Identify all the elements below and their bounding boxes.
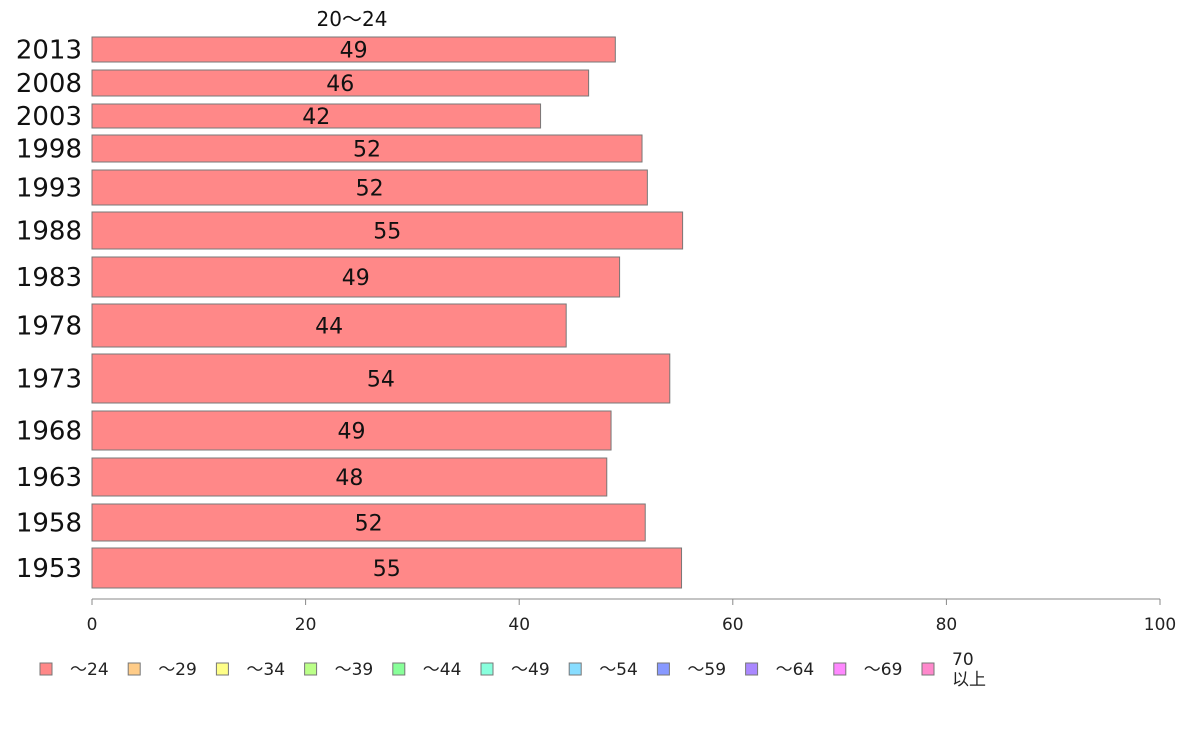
- bar-1988: [91, 211, 684, 250]
- legend-label-9: ～69: [864, 660, 903, 680]
- legend-label-8: ～64: [776, 660, 815, 680]
- bar-value-label-1983: 49: [342, 266, 370, 291]
- bar-2008: [91, 69, 590, 97]
- bars-group: 2013 49 2008 46 2003 42 1998 52 1993 52 1988 55 1983…: [16, 36, 684, 589]
- year-label-1978: 1978: [16, 312, 82, 342]
- legend-label-5: ～49: [511, 660, 550, 680]
- bar-value-label-2003: 42: [302, 105, 330, 130]
- bar-1973: [91, 353, 671, 404]
- legend-swatch-9: [833, 662, 847, 676]
- legend-swatch-1: [127, 662, 141, 676]
- year-label-1973: 1973: [16, 365, 82, 395]
- year-label-1993: 1993: [16, 174, 82, 204]
- legend-swatch-10: [921, 662, 935, 676]
- bar-value-label-2013: 49: [340, 39, 368, 64]
- bar-1993: [91, 169, 648, 206]
- legend-label-4: ～44: [423, 660, 462, 680]
- year-label-1983: 1983: [16, 263, 82, 293]
- x-tick-label-0: 0: [87, 615, 98, 635]
- x-tick-label-40: 40: [508, 615, 530, 635]
- chart-title: 20～24: [317, 7, 388, 31]
- legend-swatch-0: [39, 662, 53, 676]
- bar-1953: [91, 547, 683, 589]
- year-label-1968: 1968: [16, 417, 82, 447]
- bar-1998: [91, 134, 643, 163]
- bar-value-label-1988: 55: [373, 220, 401, 245]
- x-axis: 0 20 40 60 80 100: [87, 598, 1176, 635]
- x-tick-label-100: 100: [1144, 615, 1176, 635]
- year-label-1998: 1998: [16, 135, 82, 165]
- legend-label-2: ～34: [246, 660, 285, 680]
- legend-label-10-1: 以上: [952, 670, 986, 690]
- bar-value-label-1968: 49: [338, 420, 366, 445]
- bar-1968: [91, 410, 612, 451]
- bar-1958: [91, 503, 646, 542]
- bar-value-label-1953: 55: [373, 557, 401, 582]
- legend-swatch-6: [568, 662, 582, 676]
- legend-label-3: ～39: [335, 660, 374, 680]
- bar-1963: [91, 457, 608, 497]
- year-label-1953: 1953: [16, 554, 82, 584]
- bar-value-label-1963: 48: [335, 466, 363, 491]
- legend-swatch-5: [480, 662, 494, 676]
- legend-label-6: ～54: [599, 660, 638, 680]
- bar-value-label-1958: 52: [355, 512, 383, 537]
- legend-swatch-2: [215, 662, 229, 676]
- legend-swatch-7: [656, 662, 670, 676]
- legend-label-0: ～24: [70, 660, 109, 680]
- bar-2013: [91, 36, 616, 63]
- x-tick-label-20: 20: [295, 615, 317, 635]
- bar-1978: [91, 303, 567, 348]
- legend-swatch-3: [304, 662, 318, 676]
- bar-value-label-2008: 46: [326, 72, 354, 97]
- year-label-2008: 2008: [16, 69, 82, 99]
- year-label-1988: 1988: [16, 217, 82, 247]
- bar-value-label-1973: 54: [367, 368, 395, 393]
- legend-label-1: ～29: [158, 660, 197, 680]
- bar-value-label-1993: 52: [356, 177, 384, 202]
- x-tick-label-60: 60: [722, 615, 744, 635]
- year-label-1963: 1963: [16, 463, 82, 493]
- legend-label-10-0: 70: [952, 650, 974, 670]
- legend-label-7: ～59: [687, 660, 726, 680]
- legend-swatch-8: [745, 662, 759, 676]
- bar-value-label-1978: 44: [315, 315, 343, 340]
- year-label-2003: 2003: [16, 102, 82, 132]
- year-label-2013: 2013: [16, 36, 82, 66]
- x-tick-label-80: 80: [936, 615, 958, 635]
- bar-value-label-1998: 52: [353, 138, 381, 163]
- year-label-1958: 1958: [16, 509, 82, 539]
- legend-swatch-4: [392, 662, 406, 676]
- bar-1983: [91, 256, 621, 298]
- bar-2003: [91, 103, 542, 129]
